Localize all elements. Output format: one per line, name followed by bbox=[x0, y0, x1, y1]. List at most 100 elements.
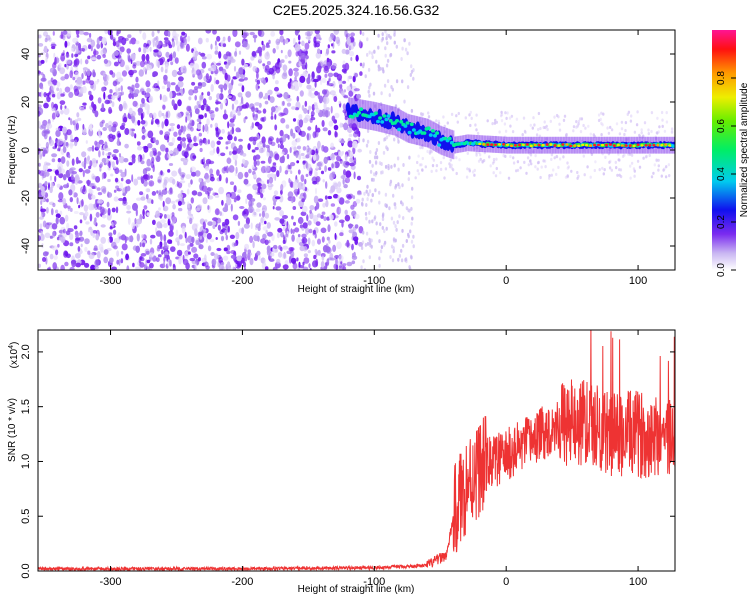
ridge-max bbox=[581, 143, 585, 147]
noise-speckle bbox=[344, 115, 348, 121]
noise-speckle bbox=[216, 146, 220, 154]
noise-speckle bbox=[303, 257, 310, 264]
noise-speckle bbox=[197, 72, 203, 80]
noise-speckle bbox=[371, 193, 374, 197]
noise-speckle bbox=[280, 117, 286, 124]
noise-speckle bbox=[148, 180, 155, 187]
noise-speckle bbox=[290, 182, 294, 188]
noise-speckle bbox=[295, 152, 299, 159]
noise-speckle bbox=[176, 124, 181, 130]
noise-speckle bbox=[301, 237, 308, 244]
noise-speckle bbox=[226, 250, 231, 255]
noise-speckle bbox=[51, 208, 54, 216]
noise-speckle bbox=[381, 225, 384, 230]
noise-speckle bbox=[215, 237, 218, 240]
noise-speckle bbox=[229, 118, 235, 123]
noise-speckle bbox=[258, 91, 264, 99]
noise-speckle bbox=[117, 38, 123, 43]
noise-speckle bbox=[160, 219, 167, 224]
noise-speckle bbox=[55, 249, 59, 256]
noise-speckle bbox=[282, 134, 287, 143]
noise-speckle bbox=[150, 175, 153, 179]
noise-speckle bbox=[200, 104, 205, 111]
noise-speckle bbox=[215, 101, 222, 105]
noise-speckle bbox=[380, 162, 383, 166]
noise-speckle bbox=[163, 256, 166, 263]
noise-speckle bbox=[171, 69, 178, 78]
ridge-max bbox=[505, 143, 510, 147]
noise-speckle bbox=[186, 188, 190, 195]
noise-speckle bbox=[267, 146, 271, 153]
noise-speckle bbox=[424, 165, 427, 169]
noise-speckle bbox=[218, 51, 222, 59]
noise-speckle bbox=[145, 46, 150, 53]
noise-speckle bbox=[494, 174, 498, 178]
noise-speckle bbox=[87, 55, 91, 60]
noise-speckle bbox=[309, 92, 316, 99]
noise-speckle bbox=[305, 173, 309, 177]
noise-speckle bbox=[289, 147, 292, 154]
noise-speckle bbox=[362, 32, 365, 36]
noise-speckle bbox=[665, 111, 668, 115]
noise-speckle bbox=[352, 161, 357, 166]
noise-speckle bbox=[374, 172, 377, 177]
noise-speckle bbox=[80, 243, 83, 248]
noise-speckle bbox=[99, 162, 104, 168]
noise-speckle bbox=[119, 125, 125, 130]
noise-speckle bbox=[603, 168, 606, 172]
noise-speckle bbox=[128, 107, 133, 115]
noise-speckle bbox=[416, 160, 419, 165]
noise-speckle bbox=[525, 171, 528, 175]
noise-speckle bbox=[237, 220, 241, 227]
noise-speckle bbox=[333, 124, 339, 131]
noise-speckle bbox=[167, 169, 171, 173]
noise-speckle bbox=[179, 180, 186, 184]
ridge-max bbox=[561, 143, 565, 146]
noise-speckle bbox=[147, 130, 154, 139]
noise-speckle bbox=[529, 153, 533, 157]
noise-speckle bbox=[500, 114, 503, 118]
noise-speckle bbox=[191, 69, 197, 76]
noise-speckle bbox=[168, 176, 175, 183]
noise-speckle bbox=[391, 258, 395, 263]
noise-speckle bbox=[587, 124, 590, 128]
spectrogram-ylabel: Frequency (Hz) bbox=[7, 116, 18, 185]
noise-speckle bbox=[385, 36, 388, 41]
noise-speckle bbox=[488, 155, 491, 159]
noise-speckle bbox=[304, 42, 310, 50]
noise-speckle bbox=[165, 51, 170, 58]
noise-speckle bbox=[368, 189, 372, 194]
noise-speckle bbox=[314, 90, 319, 96]
noise-speckle bbox=[136, 141, 141, 146]
noise-speckle bbox=[655, 158, 658, 162]
noise-speckle bbox=[366, 52, 369, 57]
noise-speckle bbox=[84, 169, 91, 174]
noise-speckle bbox=[60, 156, 66, 164]
x-tick-label: 100 bbox=[629, 275, 647, 287]
noise-speckle bbox=[305, 154, 310, 159]
noise-speckle bbox=[642, 156, 645, 160]
noise-speckle bbox=[57, 199, 64, 203]
noise-speckle bbox=[242, 251, 247, 259]
noise-speckle bbox=[201, 61, 207, 69]
noise-speckle bbox=[168, 128, 172, 132]
noise-speckle bbox=[238, 138, 243, 142]
noise-speckle bbox=[65, 53, 70, 59]
noise-speckle bbox=[227, 35, 231, 43]
noise-speckle bbox=[191, 81, 196, 86]
noise-speckle bbox=[54, 169, 59, 175]
noise-speckle bbox=[143, 66, 147, 72]
noise-speckle bbox=[430, 169, 433, 173]
noise-speckle bbox=[223, 83, 228, 91]
noise-speckle bbox=[367, 192, 370, 197]
noise-speckle bbox=[398, 214, 401, 219]
noise-speckle bbox=[313, 104, 319, 110]
noise-speckle bbox=[243, 63, 248, 68]
noise-speckle bbox=[499, 171, 502, 175]
noise-speckle bbox=[180, 65, 184, 73]
noise-speckle bbox=[235, 166, 238, 174]
noise-speckle bbox=[296, 160, 300, 164]
noise-speckle bbox=[178, 76, 184, 82]
noise-speckle bbox=[298, 153, 302, 160]
noise-speckle bbox=[207, 91, 211, 96]
